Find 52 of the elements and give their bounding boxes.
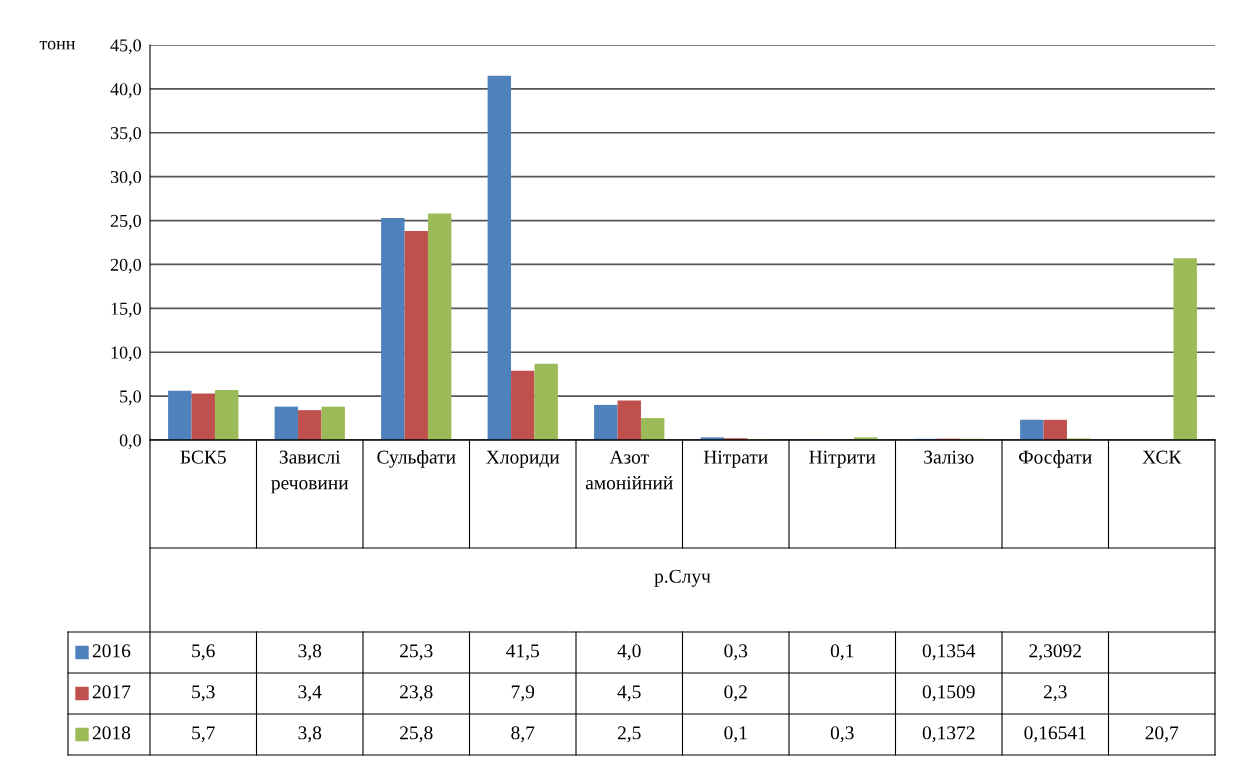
x-tick-label: Нітрати	[703, 450, 768, 468]
data-label: 41,5	[506, 644, 539, 661]
y-tick-label: 35,0	[110, 127, 141, 142]
data-label: 5,7	[192, 726, 215, 743]
data-label: 7,9	[511, 685, 535, 702]
legend-label: 2016	[92, 644, 131, 658]
y-tick-label: 10,0	[111, 346, 141, 362]
data-label: 0,1	[724, 726, 747, 743]
y-tick-label: 20,0	[110, 258, 141, 274]
data-label: 4,0	[617, 644, 641, 661]
data-label: 0,1354	[922, 644, 976, 661]
data-label: 0,16541	[1024, 726, 1086, 743]
data-label: 0,1509	[922, 685, 975, 702]
x-tick-label: Завислі речовини	[271, 450, 349, 494]
data-label: 0,1372	[922, 726, 975, 743]
x-tick-label: Залізо	[924, 450, 974, 464]
data-label: 8,7	[511, 726, 535, 743]
y-tick-label: 0,0	[119, 434, 141, 450]
data-label: 0,2	[724, 685, 747, 702]
y-tick-label: 25,0	[110, 214, 141, 230]
x-tick-label: ХСК	[1142, 450, 1182, 464]
data-label: 20,7	[1145, 726, 1179, 743]
y-tick-label: 5,0	[120, 390, 141, 406]
data-label: 2,5	[617, 726, 641, 743]
data-label: 23,8	[400, 685, 433, 702]
y-axis-title: тонн	[39, 40, 76, 50]
y-tick-label: 15,0	[111, 302, 141, 318]
data-label: 2,3092	[1029, 644, 1081, 661]
y-tick-label: 30,0	[110, 170, 141, 186]
data-label: 0,3	[830, 726, 854, 743]
y-tick-label: 45,0	[110, 39, 141, 55]
x-tick-label: Нітрити	[809, 450, 876, 468]
data-label: 3,8	[298, 726, 322, 743]
legend-label: 2018	[92, 726, 131, 740]
data-label: 0,3	[724, 644, 748, 661]
data-label: 25,3	[400, 644, 433, 661]
data-label: 0,1	[830, 644, 854, 661]
x-axis-title: р.Случ	[654, 569, 711, 587]
data-label: 25,8	[400, 726, 433, 743]
x-tick-label: Хлориди	[486, 450, 560, 468]
y-tick-label: 40,0	[110, 83, 141, 98]
data-label: 5,6	[192, 644, 215, 661]
x-tick-label: Фосфати	[1019, 450, 1092, 468]
x-tick-label: Азот амонійний	[585, 450, 673, 490]
data-label: 3,4	[298, 685, 322, 702]
data-label: 2,3	[1043, 685, 1067, 702]
legend-label: 2017	[92, 685, 131, 699]
data-label: 5,3	[192, 685, 215, 702]
x-tick-label: Сульфати	[377, 450, 456, 468]
data-label: 4,5	[617, 685, 641, 702]
x-tick-label: БСК5	[180, 450, 226, 464]
data-label: 3,8	[298, 644, 322, 661]
